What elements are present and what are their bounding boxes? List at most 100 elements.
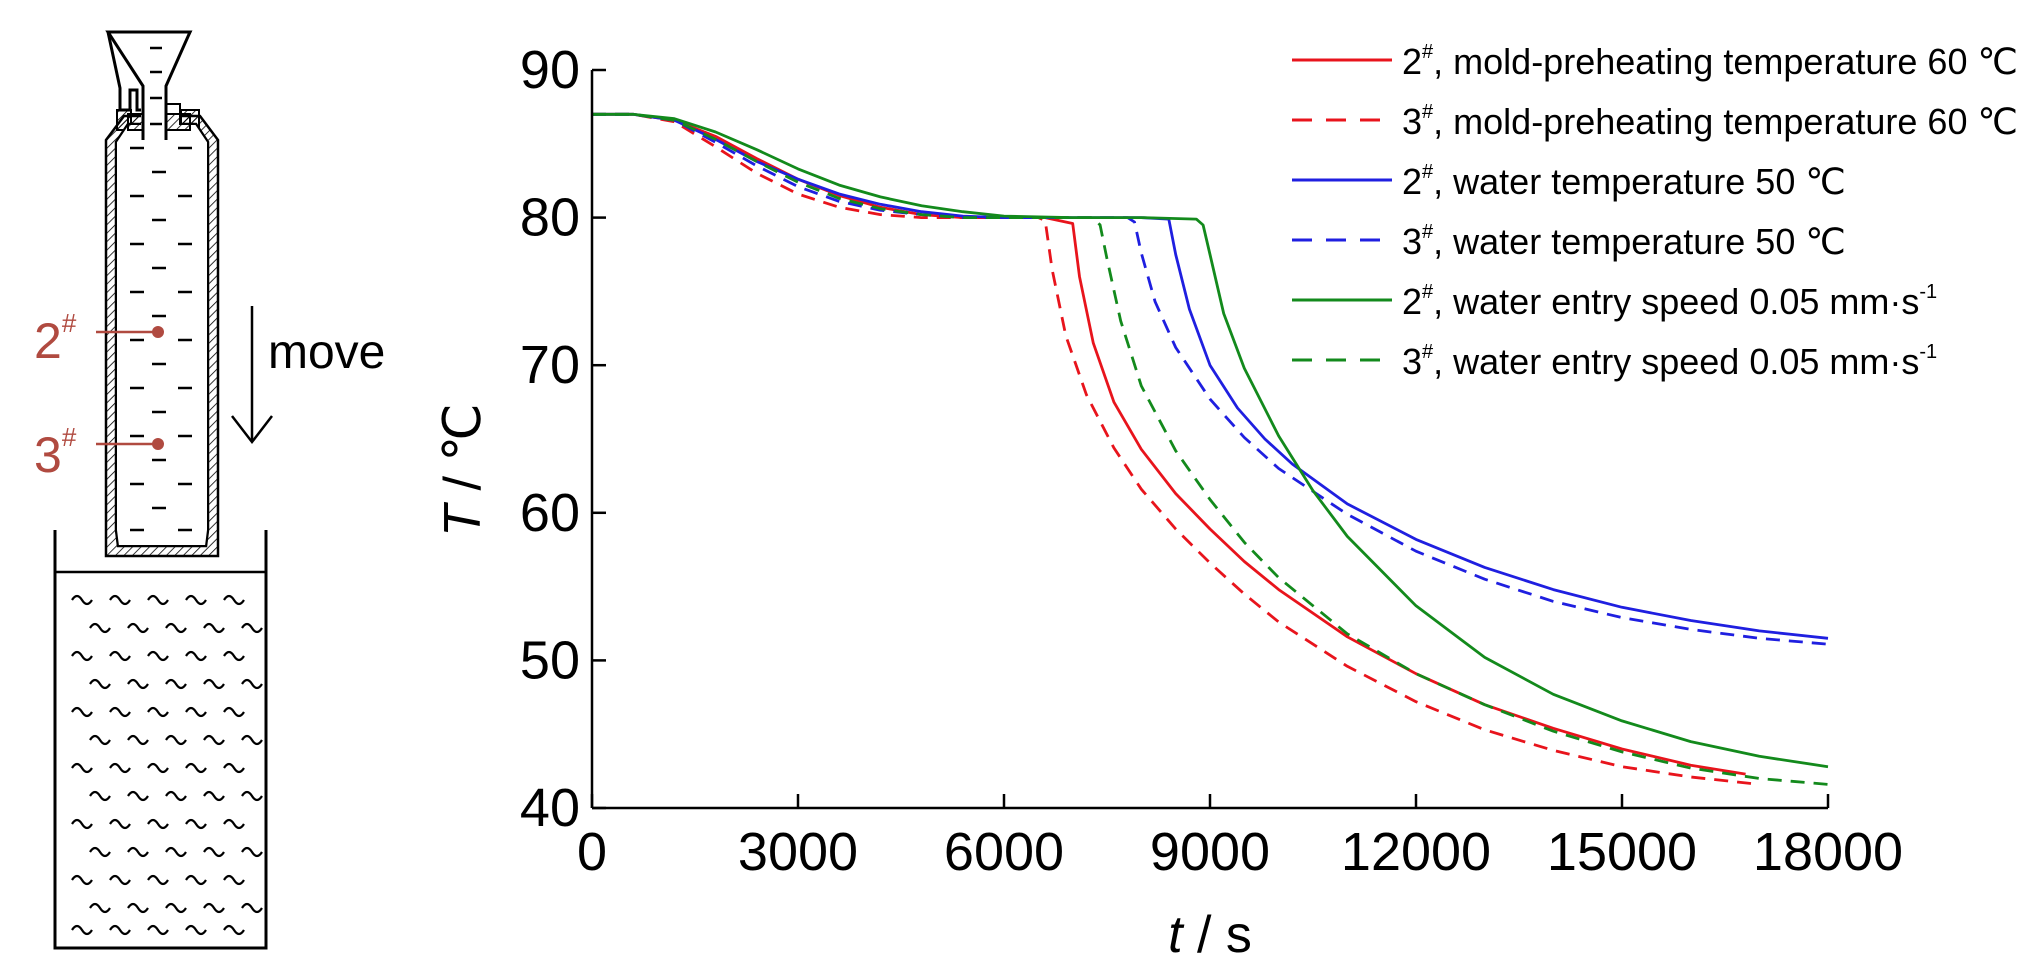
mold-cavity xyxy=(115,103,209,547)
water-wave xyxy=(223,924,245,936)
x-tick-label: 12000 xyxy=(1341,822,1491,882)
legend-label-1: 2#, mold-preheating temperature 60 ℃ xyxy=(1402,41,2018,82)
water-wave xyxy=(185,924,207,936)
x-tick-labels: 0 3000 6000 9000 12000 15000 18000 xyxy=(577,822,1903,882)
water-wave xyxy=(147,874,169,886)
water-wave xyxy=(109,706,131,718)
casting-schematic: 2# 3# move xyxy=(34,30,385,950)
water-wave xyxy=(71,818,93,830)
water-wave xyxy=(165,622,187,634)
water-wave xyxy=(89,678,111,690)
probe-3-label: 3# xyxy=(34,422,77,483)
water-wave xyxy=(89,902,111,914)
probe-2-dot xyxy=(152,326,164,338)
water-wave xyxy=(165,734,187,746)
legend-label-3: 2#, water temperature 50 ℃ xyxy=(1402,161,1846,202)
y-tick-label: 90 xyxy=(520,40,580,100)
funnel-neck xyxy=(143,100,166,140)
legend-label-2: 3#, mold-preheating temperature 60 ℃ xyxy=(1402,101,2018,142)
water-wave xyxy=(147,650,169,662)
water-wave xyxy=(71,594,93,606)
water-wave xyxy=(185,818,207,830)
water-wave xyxy=(203,790,225,802)
water-wave xyxy=(127,790,149,802)
legend-label-6: 3#, water entry speed 0.05 mm·s-1 xyxy=(1402,341,1937,382)
water-waves xyxy=(71,594,263,936)
water-wave xyxy=(185,706,207,718)
water-wave xyxy=(241,846,263,858)
y-axis-variable: T xyxy=(434,502,492,537)
y-tick-label: 80 xyxy=(520,188,580,248)
water-wave xyxy=(241,902,263,914)
water-tank xyxy=(53,530,268,950)
y-tick-label: 50 xyxy=(520,630,580,690)
legend-text: , mold-preheating temperature 60 ℃ xyxy=(1433,41,2018,82)
water-wave xyxy=(71,762,93,774)
water-wave xyxy=(165,678,187,690)
water-wave xyxy=(109,594,131,606)
legend-text: , water temperature 50 ℃ xyxy=(1433,161,1846,202)
water-wave xyxy=(223,650,245,662)
water-wave xyxy=(109,874,131,886)
probe-3-number: 3 xyxy=(34,427,62,483)
probe-2-label: 2# xyxy=(34,308,77,369)
legend-superscript: # xyxy=(1422,101,1434,123)
water-wave xyxy=(89,734,111,746)
water-wave xyxy=(109,818,131,830)
water-wave xyxy=(241,678,263,690)
y-tick-label: 70 xyxy=(520,335,580,395)
water-wave xyxy=(147,762,169,774)
legend-number: 3 xyxy=(1402,221,1422,262)
probe-2-number: 2 xyxy=(34,313,62,369)
water-wave xyxy=(127,622,149,634)
water-wave xyxy=(71,650,93,662)
chart: 40 50 60 70 80 90 0 3000 6000 9000 12000 15000 1800… xyxy=(434,40,2018,964)
legend: 2#, mold-preheating temperature 60 ℃3#, … xyxy=(1292,41,2018,382)
x-tick-label: 6000 xyxy=(944,822,1064,882)
legend-label-4: 3#, water temperature 50 ℃ xyxy=(1402,221,1846,262)
x-tick-label: 18000 xyxy=(1753,822,1903,882)
x-tick-label: 15000 xyxy=(1547,822,1697,882)
water-wave xyxy=(203,678,225,690)
legend-superscript: # xyxy=(1422,221,1434,243)
water-wave xyxy=(185,874,207,886)
series-lines xyxy=(592,112,1829,786)
melt-dashes xyxy=(130,46,192,532)
legend-superscript: # xyxy=(1422,161,1434,183)
legend-superscript: # xyxy=(1422,281,1434,303)
water-wave xyxy=(109,762,131,774)
water-wave xyxy=(89,622,111,634)
legend-superscript: # xyxy=(1422,41,1434,63)
y-tick-label: 60 xyxy=(520,483,580,543)
water-wave xyxy=(223,818,245,830)
series-line-4 xyxy=(592,112,1829,646)
water-wave xyxy=(109,924,131,936)
water-wave xyxy=(223,594,245,606)
legend-number: 2 xyxy=(1402,41,1422,82)
water-wave xyxy=(165,902,187,914)
move-label: move xyxy=(268,326,385,379)
water-wave xyxy=(71,924,93,936)
water-wave xyxy=(147,594,169,606)
legend-number: 2 xyxy=(1402,281,1422,322)
water-wave xyxy=(127,902,149,914)
water-wave xyxy=(203,846,225,858)
water-wave xyxy=(185,650,207,662)
move-arrow-head xyxy=(231,415,273,445)
x-tick-label: 9000 xyxy=(1150,822,1270,882)
series-line-6 xyxy=(592,112,1829,786)
water-wave xyxy=(223,762,245,774)
legend-text: , water temperature 50 ℃ xyxy=(1433,221,1846,262)
water-wave xyxy=(127,734,149,746)
water-wave xyxy=(127,678,149,690)
legend-superscript: # xyxy=(1422,341,1434,363)
series-line-2 xyxy=(592,112,1760,786)
legend-text: , mold-preheating temperature 60 ℃ xyxy=(1433,101,2018,142)
legend-text: , water entry speed 0.05 mm·s xyxy=(1433,341,1919,382)
legend-exponent: -1 xyxy=(1919,281,1937,303)
water-wave xyxy=(203,902,225,914)
legend-label-5: 2#, water entry speed 0.05 mm·s-1 xyxy=(1402,281,1937,322)
water-wave xyxy=(223,874,245,886)
water-wave xyxy=(147,818,169,830)
